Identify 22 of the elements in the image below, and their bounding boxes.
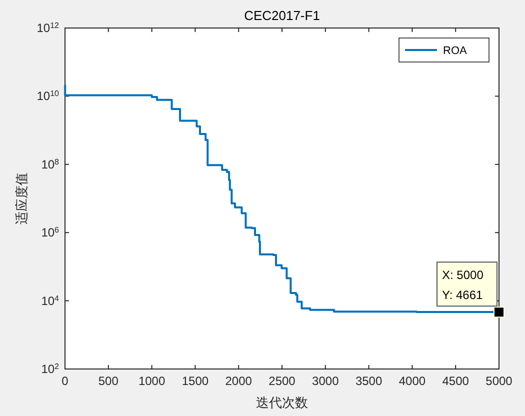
x-tick-label: 1000	[138, 374, 166, 388]
x-tick-label: 0	[62, 374, 69, 388]
legend-label: ROA	[443, 45, 468, 57]
x-axis-title: 迭代次数	[256, 396, 308, 411]
x-tick-label: 4000	[398, 374, 426, 388]
y-tick-label: 10$^{12}$	[36, 20, 60, 35]
x-tick-label: 2500	[268, 374, 296, 388]
y-axis-title: 适应度值	[14, 172, 30, 224]
y-tick-label: 10$^{10}$	[36, 88, 60, 104]
y-tick-label: 10$^{2}$	[41, 362, 60, 376]
y-tick-label: 10$^{4}$	[41, 293, 60, 308]
annotation: X: 5000 Y: 4661	[442, 268, 484, 302]
x-tick-label: 1500	[182, 374, 209, 388]
x-tick-label: 2000	[225, 374, 252, 388]
x-tick-label: 3000	[312, 374, 340, 388]
y-tick-label: 10$^{6}$	[41, 225, 60, 240]
x-tick-label: 4500	[442, 374, 470, 388]
y-tick-label: 10$^{8}$	[41, 156, 60, 172]
chart-title: CEC2017-F1	[244, 8, 320, 23]
x-tick-label: 500	[98, 374, 119, 388]
x-tick-label: 3500	[355, 374, 382, 388]
x-tick-label: 5000	[486, 374, 513, 388]
